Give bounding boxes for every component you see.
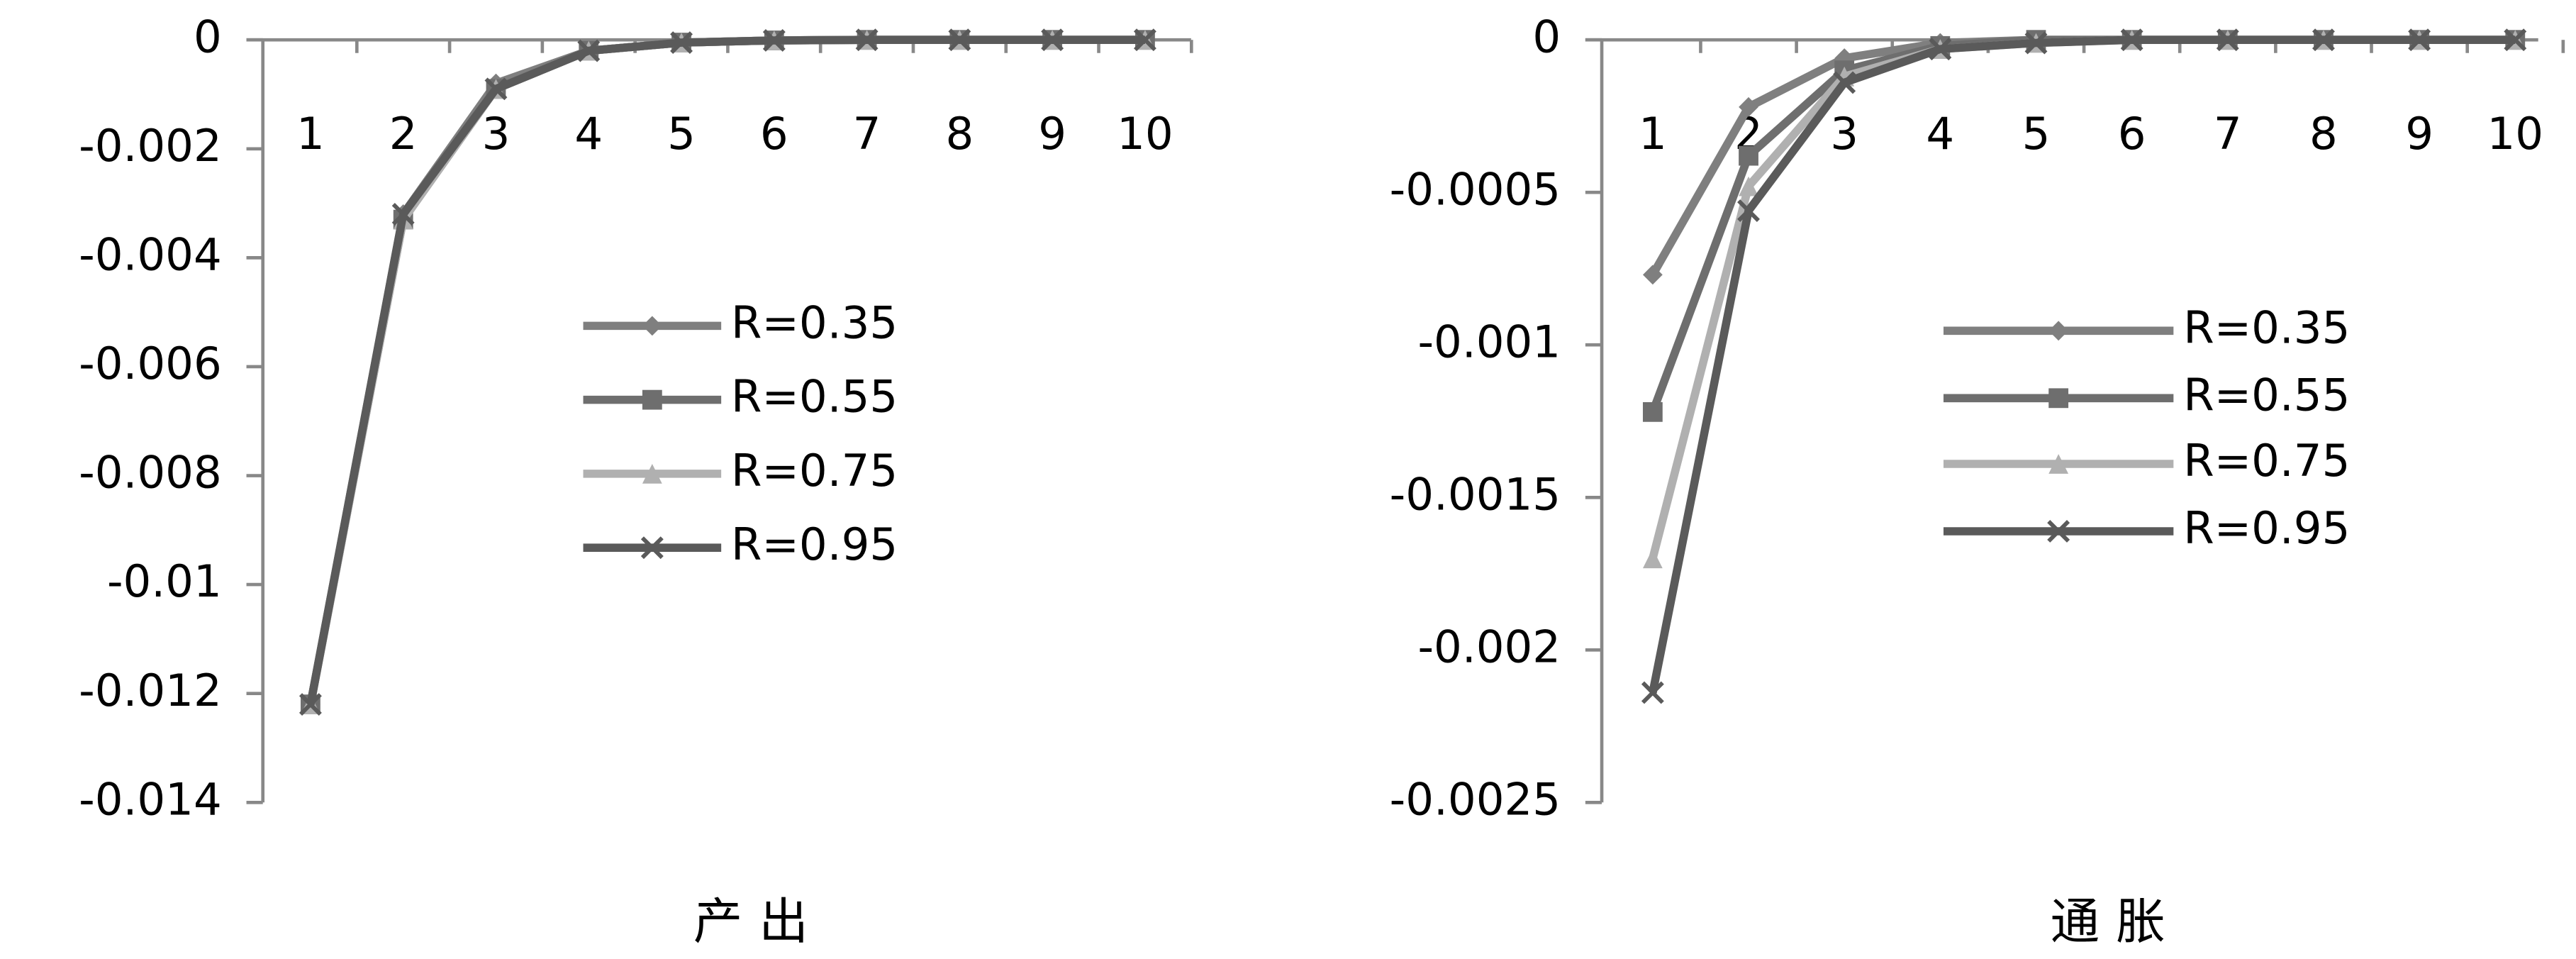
marker: [642, 463, 662, 484]
legend-label: R=0.75: [731, 445, 898, 497]
marker: [1642, 401, 1663, 422]
y-tick-label: -0.002: [79, 120, 222, 172]
marker: [2120, 28, 2143, 52]
x-tick-label: 1: [1639, 108, 1667, 160]
x-tick-label: 9: [1038, 108, 1066, 160]
series-line: [306, 35, 1145, 706]
marker: [2048, 388, 2069, 409]
marker: [577, 39, 601, 62]
x-tick-label: 10: [2487, 108, 2543, 160]
series-line: [1649, 35, 2516, 277]
marker: [1041, 28, 1064, 52]
y-tick-label: -0.012: [79, 665, 222, 716]
marker: [855, 28, 879, 52]
marker: [762, 29, 786, 52]
marker: [1737, 199, 1760, 222]
marker: [642, 389, 662, 410]
marker: [1133, 28, 1156, 52]
marker: [299, 693, 322, 716]
legend-label: R=0.95: [731, 519, 898, 570]
series-line: [1649, 35, 2516, 414]
marker: [1739, 96, 1758, 117]
legend-label: R=0.55: [731, 371, 898, 423]
marker: [2048, 454, 2069, 474]
y-tick-label: -0.0025: [1390, 773, 1561, 825]
chart-title: 产出: [693, 893, 825, 950]
y-tick-label: -0.001: [1417, 316, 1561, 367]
x-tick-label: 6: [760, 108, 788, 160]
marker: [642, 316, 662, 336]
y-tick-label: -0.002: [1417, 621, 1561, 672]
marker: [1833, 71, 1856, 94]
marker: [2216, 28, 2239, 52]
y-tick-label: -0.014: [79, 773, 222, 825]
y-tick-label: -0.008: [79, 447, 222, 499]
marker: [948, 28, 971, 52]
legend-label: R=0.55: [2183, 369, 2350, 421]
y-tick-label: 0: [1532, 11, 1561, 62]
marker: [2312, 28, 2335, 52]
marker: [640, 536, 664, 560]
marker: [1642, 265, 1663, 285]
x-tick-label: 1: [296, 108, 325, 160]
x-tick-label: 4: [1926, 108, 1954, 160]
chart-title: 通胀: [2051, 893, 2182, 950]
x-tick-label: 3: [1830, 108, 1858, 160]
x-tick-label: 8: [2309, 108, 2338, 160]
marker: [2504, 28, 2527, 52]
legend-label: R=0.95: [2183, 502, 2350, 554]
x-tick-label: 2: [389, 108, 418, 160]
marker: [484, 77, 508, 101]
marker: [1739, 145, 1758, 166]
marker: [391, 202, 415, 226]
y-tick-label: -0.004: [79, 228, 222, 280]
marker: [1739, 176, 1758, 196]
marker: [2408, 28, 2431, 52]
legend-label: R=0.35: [2183, 301, 2350, 353]
x-tick-label: 10: [1117, 108, 1173, 160]
series-line: [306, 35, 1145, 706]
legend-label: R=0.75: [2183, 435, 2350, 487]
y-tick-label: -0.006: [79, 338, 222, 389]
series-line: [1649, 35, 2516, 560]
y-tick-label: -0.01: [107, 555, 222, 607]
x-tick-label: 5: [667, 108, 696, 160]
x-tick-label: 4: [574, 108, 603, 160]
series-line: [1649, 35, 2516, 694]
x-tick-label: 5: [2022, 108, 2051, 160]
legend-label: R=0.35: [731, 296, 898, 348]
marker: [2048, 321, 2069, 341]
x-tick-label: 3: [482, 108, 511, 160]
series-line: [306, 35, 1145, 706]
x-tick-label: 7: [2214, 108, 2242, 160]
marker: [1642, 548, 1663, 569]
x-tick-label: 6: [2118, 108, 2146, 160]
marker: [1929, 38, 1952, 61]
marker: [2047, 520, 2070, 543]
x-tick-label: 9: [2405, 108, 2433, 160]
x-tick-label: 7: [853, 108, 881, 160]
marker: [670, 31, 693, 55]
marker: [1641, 681, 1664, 704]
y-tick-label: -0.0015: [1390, 468, 1561, 520]
y-tick-label: -0.0005: [1390, 163, 1561, 215]
y-tick-label: 0: [194, 11, 222, 62]
marker: [2024, 31, 2048, 55]
series-line: [306, 35, 1145, 706]
x-tick-label: 8: [945, 108, 974, 160]
